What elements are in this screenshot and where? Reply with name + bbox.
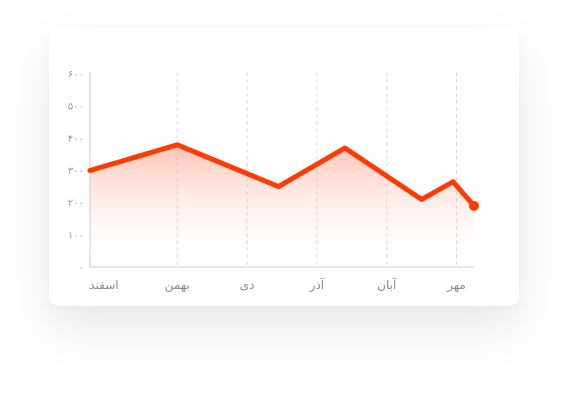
tick-labels: ۰ ۱۰۰ ۲۰۰ ۳۰۰ ۴۰۰ ۵۰۰ ۶۰۰ اسفند بهمن دی آذر آبان مهر — [68, 70, 466, 294]
area-layer — [90, 144, 474, 267]
series-line-layer — [87, 142, 479, 211]
x-tick-label: آبان — [377, 277, 397, 292]
x-tick-label: آذر — [309, 277, 325, 293]
y-tick-label: ۱۰۰ — [68, 230, 84, 241]
y-tick-label: ۲۰۰ — [68, 198, 84, 209]
y-tick-label: ۳۰۰ — [68, 166, 84, 177]
x-tick-label: بهمن — [165, 278, 190, 293]
x-tick-label: اسفند — [89, 278, 118, 292]
x-tick-label: دی — [240, 278, 255, 292]
x-tick-label: مهر — [446, 278, 466, 293]
y-tick-label: ۶۰۰ — [68, 70, 84, 81]
y-tick-label: ۴۰۰ — [68, 134, 84, 145]
y-tick-label: ۵۰۰ — [68, 102, 84, 113]
series-end-point[interactable] — [469, 200, 479, 211]
y-tick-label: ۰ — [79, 263, 84, 274]
series-area — [90, 144, 474, 267]
series-line — [87, 142, 477, 209]
